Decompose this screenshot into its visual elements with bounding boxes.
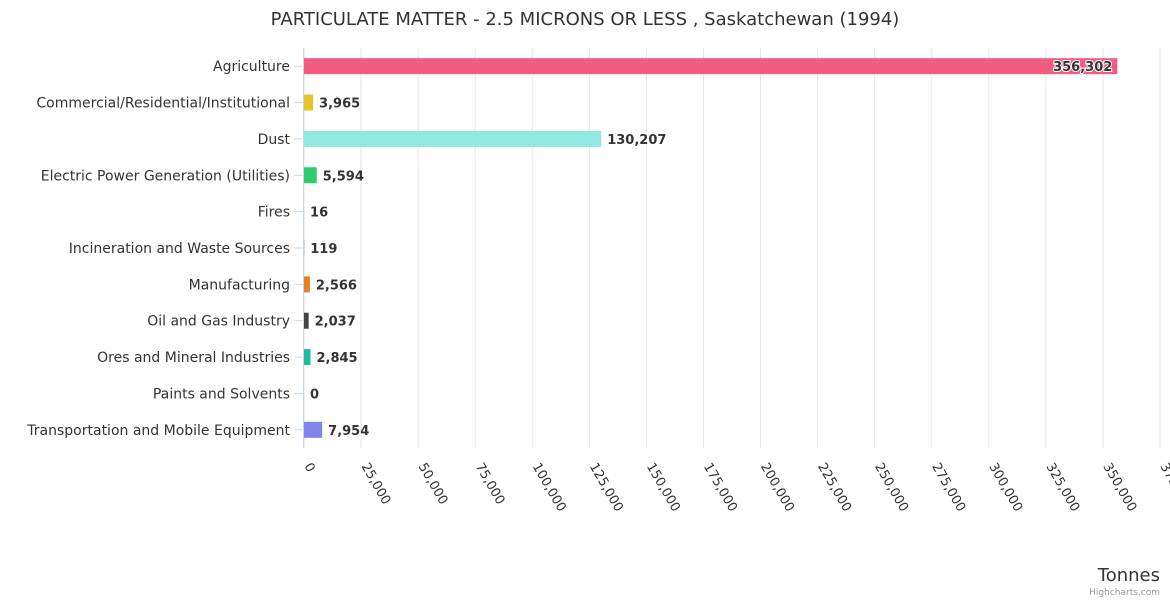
bar[interactable] [304,94,314,111]
x-tick-label: 375,000 [1157,461,1170,515]
bar[interactable] [304,58,1118,75]
data-label: 119 [310,242,337,257]
data-label: 16 [310,206,328,221]
category-label: Transportation and Mobile Equipment [26,423,290,439]
data-label: 5,594 [323,169,364,184]
value-axis-ticks: 0 25,000 50,000 75,000 100,000 125,000 150,000… [301,461,1170,515]
category-label: Agriculture [213,59,290,75]
category-label: Incineration and Waste Sources [69,241,290,257]
data-labels: 356,302 3,965 130,207 5,594 16 119 2,566 2,037 2… [310,59,1113,439]
category-label: Oil and Gas Industry [147,314,290,330]
x-tick-label: 75,000 [472,461,508,508]
credits-link[interactable]: Highcharts.com [1089,588,1160,598]
x-tick-label: 100,000 [529,461,569,515]
category-label: Dust [258,132,291,148]
data-label: 0 [310,387,319,402]
data-label: 2,566 [316,278,357,293]
x-tick-label: 175,000 [700,461,740,515]
category-label: Ores and Mineral Industries [97,350,290,366]
category-label: Fires [258,205,290,221]
x-tick-label: 350,000 [1099,461,1139,515]
value-axis-title: Tonnes [1097,565,1160,586]
bar[interactable] [304,130,602,147]
category-axis [294,48,304,448]
x-tick-label: 0 [301,461,318,476]
data-label: 3,965 [319,97,360,112]
bar[interactable] [304,421,323,438]
category-labels: Agriculture Commercial/Residential/Instit… [26,59,290,439]
x-tick-label: 200,000 [757,461,797,515]
category-label: Commercial/Residential/Institutional [36,96,290,112]
bar[interactable] [304,167,317,184]
category-label: Paints and Solvents [153,386,290,402]
gridlines [303,48,1161,448]
x-tick-label: 225,000 [814,461,854,515]
x-tick-label: 300,000 [985,461,1025,515]
data-label: 2,037 [315,315,356,330]
category-label: Manufacturing [189,277,290,293]
x-tick-label: 150,000 [643,461,683,515]
x-tick-label: 125,000 [586,461,626,515]
x-tick-label: 25,000 [358,461,394,508]
bars [304,58,1118,438]
chart-title: PARTICULATE MATTER - 2.5 MICRONS OR LESS… [271,9,900,30]
data-label: 356,302 [1053,60,1112,75]
data-label: 2,845 [316,351,357,366]
x-tick-label: 50,000 [415,461,451,508]
x-tick-label: 275,000 [928,461,968,515]
bar[interactable] [304,312,309,329]
x-tick-label: 250,000 [871,461,911,515]
category-label: Electric Power Generation (Utilities) [41,168,290,184]
x-tick-label: 325,000 [1042,461,1082,515]
data-label: 130,207 [607,133,666,148]
bar[interactable] [304,349,311,366]
bar[interactable] [304,276,310,293]
data-label: 7,954 [328,424,369,439]
